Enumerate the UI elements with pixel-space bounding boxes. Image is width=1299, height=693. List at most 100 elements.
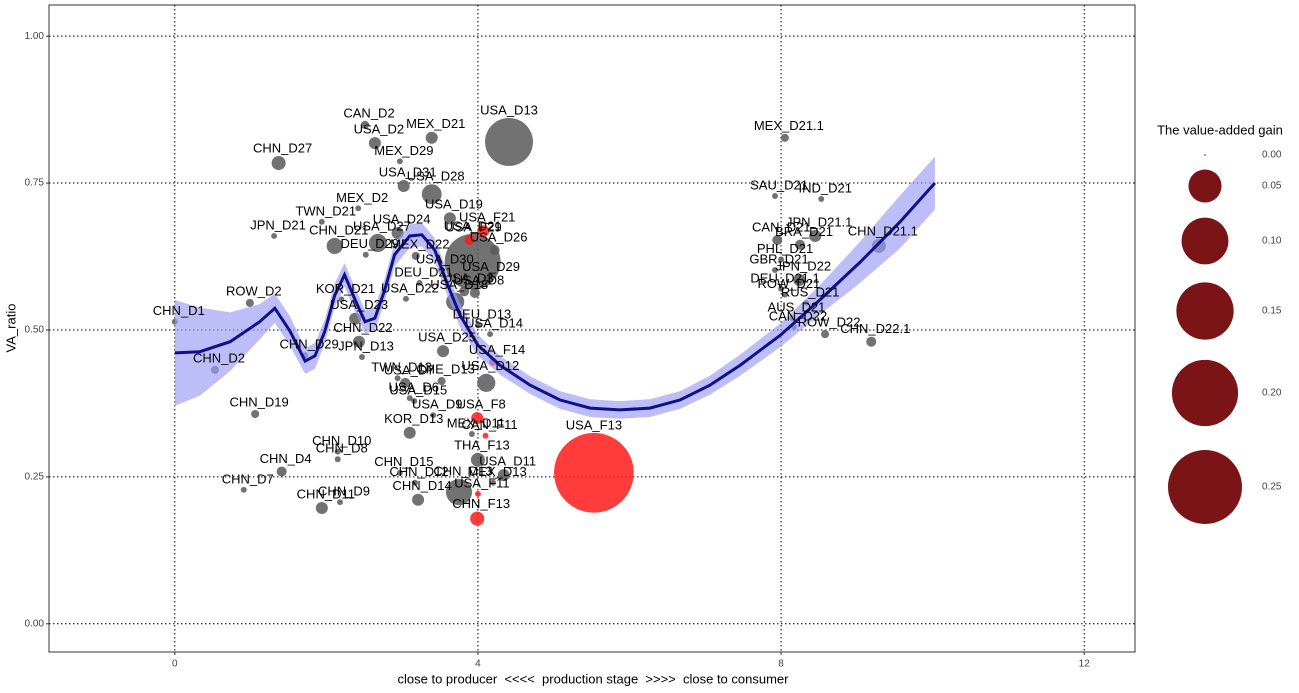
point-label: CHN_D1 — [153, 303, 205, 318]
point-label: USA_D14 — [465, 316, 523, 331]
point-label: CAN_D21 — [752, 219, 811, 234]
bubble — [362, 251, 369, 258]
bubble — [411, 398, 418, 405]
point-label: CAN_D2 — [343, 105, 394, 120]
point-label: CHN_D11 — [297, 486, 355, 501]
bubble — [406, 395, 413, 402]
bubble — [443, 212, 456, 225]
point-label: CHN_D4 — [260, 451, 312, 466]
bubble — [464, 235, 475, 246]
point-label: USA_D18 — [430, 277, 488, 292]
point-label: MEX_D22 — [390, 236, 449, 251]
point-label: CHN_D2 — [193, 350, 245, 365]
point-label: ROW_D2 — [226, 283, 282, 298]
bubble — [402, 295, 409, 302]
bubble — [352, 335, 365, 348]
bubble — [355, 205, 362, 212]
point-label: THA_F13 — [454, 437, 510, 452]
point-label: USA_D11 — [479, 454, 536, 469]
point-label: USA_D29 — [462, 259, 520, 274]
point-label: ROW_D22 — [798, 314, 861, 329]
point-label: CHN_D13 — [433, 464, 492, 479]
bubble — [412, 479, 419, 486]
bubble — [477, 373, 496, 392]
point-label: USA_D23 — [330, 297, 388, 312]
point-label: MEX_D2 — [336, 190, 388, 205]
bubble — [360, 120, 370, 129]
point-label: USA_D9 — [412, 397, 463, 412]
bubble — [793, 274, 806, 287]
bubble — [470, 452, 485, 467]
bubble — [334, 448, 341, 455]
bubble — [368, 233, 387, 253]
point-label: CHN_D19 — [230, 394, 289, 409]
bubble — [397, 179, 410, 193]
point-label: CHN_D10 — [312, 433, 371, 448]
point-label: KOR_D21 — [316, 281, 375, 296]
y-axis-label: VA_ratio — [3, 304, 18, 353]
point-label: USA_D6 — [388, 380, 439, 395]
bubble — [251, 409, 260, 419]
point-label: CHN_D8 — [316, 441, 368, 456]
y-tick-label: 0.00 — [25, 618, 45, 629]
y-tick-label: 1.00 — [25, 31, 45, 42]
legend-key — [1176, 282, 1234, 340]
point-label: MEX_D11 — [447, 415, 505, 430]
legend-key — [1168, 450, 1242, 524]
point-label: USA_D27 — [353, 218, 411, 233]
point-label: CHN_D21.1 — [848, 223, 918, 238]
point-label: USA_D7 — [384, 362, 435, 377]
bubble — [430, 412, 437, 419]
point-label: CAN_D22 — [769, 309, 828, 324]
bubble — [437, 377, 446, 386]
point-label: IND_D21 — [799, 180, 852, 195]
bubble — [795, 239, 806, 250]
legend-key — [1188, 169, 1222, 203]
bubble — [470, 511, 485, 526]
bubble — [477, 225, 490, 238]
point-label: JPN_D13 — [338, 338, 394, 353]
point-label: USA_D28 — [407, 169, 465, 184]
point-label: USA_D24 — [373, 211, 431, 226]
point-label: USA_D13 — [480, 102, 538, 117]
point-label: USA_D2 — [354, 122, 405, 137]
bubble — [781, 291, 788, 298]
point-label: DEU_D13 — [453, 307, 512, 322]
point-label: CHN_D7 — [222, 471, 274, 486]
bubble — [337, 499, 343, 506]
point-label: CHN_D22.1 — [840, 321, 910, 336]
bubble — [403, 426, 416, 439]
bubble — [326, 237, 343, 255]
x-tick-label: 8 — [778, 659, 784, 670]
point-label: USA_D31 — [379, 164, 437, 179]
y-tick-label: 0.75 — [25, 178, 45, 189]
point-label: DEU_D29 — [341, 236, 400, 251]
point-label: JPN_D21 — [250, 217, 306, 232]
point-label: USA_D25 — [418, 330, 476, 345]
point-label: RUS_D21 — [781, 284, 840, 299]
bubble — [394, 375, 401, 382]
point-label: USA_F8 — [457, 397, 506, 412]
bubble — [412, 493, 425, 506]
point-label: USA_F14 — [469, 342, 525, 357]
bubble — [809, 229, 822, 242]
point-label: USA_D15 — [389, 383, 447, 398]
legend-label: 0.25 — [1262, 482, 1282, 493]
legend-label: 0.15 — [1262, 306, 1282, 317]
point-label: USA_F29 — [445, 219, 501, 234]
point-label: USA_D22 — [381, 280, 439, 295]
bubble — [421, 184, 442, 205]
bubble — [772, 235, 783, 246]
point-label: USA_F21 — [459, 210, 515, 225]
point-label: DEU_D21.1 — [750, 270, 819, 285]
bubble — [396, 469, 403, 476]
bubble — [474, 490, 481, 497]
bubble — [780, 133, 789, 142]
legend-label: 0.05 — [1262, 181, 1282, 192]
point-label: AUS_D21 — [768, 300, 826, 315]
point-label: CHN_D22 — [333, 320, 392, 335]
bubble — [485, 117, 533, 166]
point-label: CHE_D13 — [416, 361, 475, 376]
point-label: DEU_D21 — [394, 264, 453, 279]
